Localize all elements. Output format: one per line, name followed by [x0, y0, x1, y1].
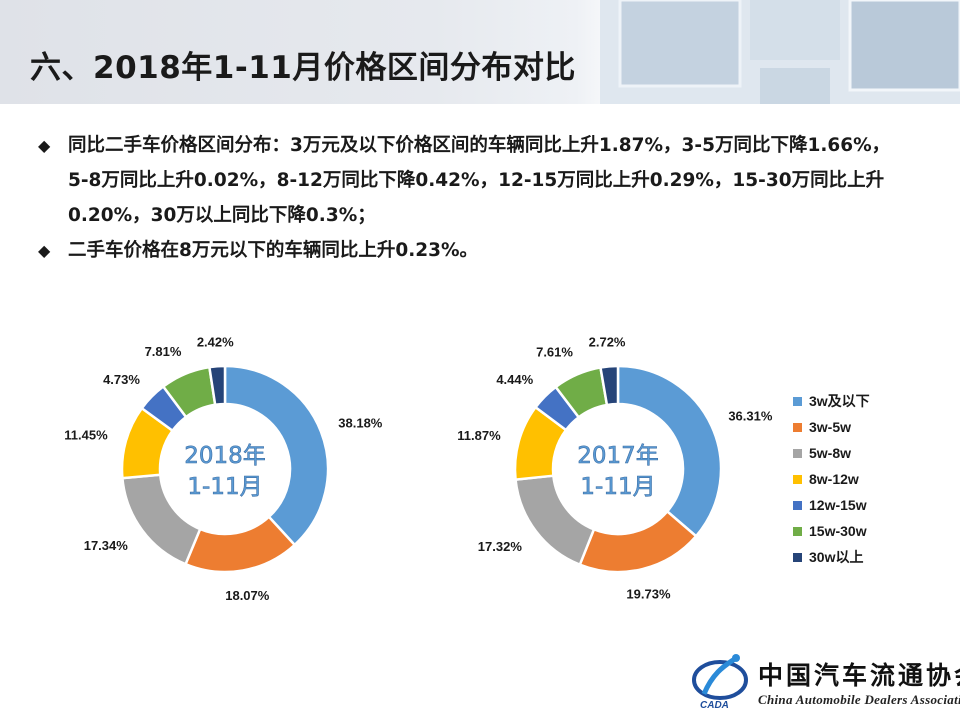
bullet-item: ◆ 二手车价格在8万元以下的车辆同比上升0.23%。 [38, 233, 918, 268]
logo-abbreviation: CADA [700, 700, 729, 711]
logo-name-en: China Automobile Dealers Association [758, 692, 960, 707]
header-banner: 六、2018年1-11月价格区间分布对比 [0, 0, 960, 104]
legend-label: 15w-30w [809, 523, 867, 539]
data-label: 18.07% [225, 588, 270, 603]
data-label: 4.44% [496, 372, 533, 387]
data-label: 4.73% [103, 372, 140, 387]
donut-slice [223, 364, 330, 547]
bullet-text: 同比二手车价格区间分布：3万元及以下价格区间的车辆同比上升1.87%，3-5万同… [68, 135, 891, 226]
data-label: 11.45% [64, 428, 108, 443]
bullet-list: ◆ 同比二手车价格区间分布：3万元及以下价格区间的车辆同比上升1.87%，3-5… [38, 128, 918, 268]
page-title: 六、2018年1-11月价格区间分布对比 [30, 50, 576, 86]
donut-slice [207, 364, 227, 407]
diamond-bullet-icon: ◆ [38, 241, 51, 260]
legend-label: 3w及以下 [809, 393, 870, 409]
legend-label: 12w-15w [809, 497, 867, 513]
legend-swatch [793, 501, 802, 510]
header-cubes-decoration [600, 0, 960, 104]
data-label: 19.73% [626, 586, 671, 601]
legend-swatch [793, 423, 802, 432]
legend-label: 5w-8w [809, 445, 851, 461]
donut-slice [578, 509, 698, 574]
data-label: 2.42% [197, 334, 234, 349]
data-label: 36.31% [728, 409, 773, 424]
data-label: 2.72% [589, 334, 626, 349]
donut-center-label: 2018年 [184, 443, 266, 469]
data-label: 11.87% [457, 428, 501, 443]
data-label: 38.18% [338, 416, 383, 431]
diamond-bullet-icon: ◆ [38, 136, 51, 155]
legend-label: 30w以上 [809, 549, 863, 565]
data-label: 7.81% [145, 344, 182, 359]
donut-chart: 36.31% 19.73% 17.32% 11.87% 4.44%7.61% 2.72% 2… [457, 334, 773, 601]
legend-swatch [793, 527, 802, 536]
legend-label: 8w-12w [809, 471, 859, 487]
legend-swatch [793, 449, 802, 458]
data-label: 7.61% [536, 345, 573, 360]
legend-swatch [793, 553, 802, 562]
donut-center-label: 1-11月 [580, 474, 655, 500]
logo-name-cn: 中国汽车流通协会 [758, 661, 960, 690]
legend-swatch [793, 397, 802, 406]
donut-slice [616, 364, 723, 538]
donut-slice [599, 364, 620, 407]
donut-center-label: 1-11月 [187, 474, 262, 500]
bullet-item: ◆ 同比二手车价格区间分布：3万元及以下价格区间的车辆同比上升1.87%，3-5… [38, 128, 918, 233]
donut-chart: 38.18% 18.07% 17.34% 11.45% 4.73% 7.81% 2.42% 2… [64, 334, 383, 603]
cada-emblem-icon [692, 654, 748, 700]
cada-logo: CADA 中国汽车流通协会 China Automobile Dealers A… [690, 650, 960, 716]
legend-swatch [793, 475, 802, 484]
data-label: 17.34% [84, 538, 129, 553]
donut-center-label: 2017年 [577, 443, 659, 469]
bullet-text: 二手车价格在8万元以下的车辆同比上升0.23%。 [68, 240, 479, 261]
chart-legend: 3w及以下 3w-5w 5w-8w 8w-12w 12w-15w 15w-30w 30w以上 [793, 393, 870, 565]
data-label: 17.32% [478, 539, 523, 554]
legend-label: 3w-5w [809, 419, 851, 435]
